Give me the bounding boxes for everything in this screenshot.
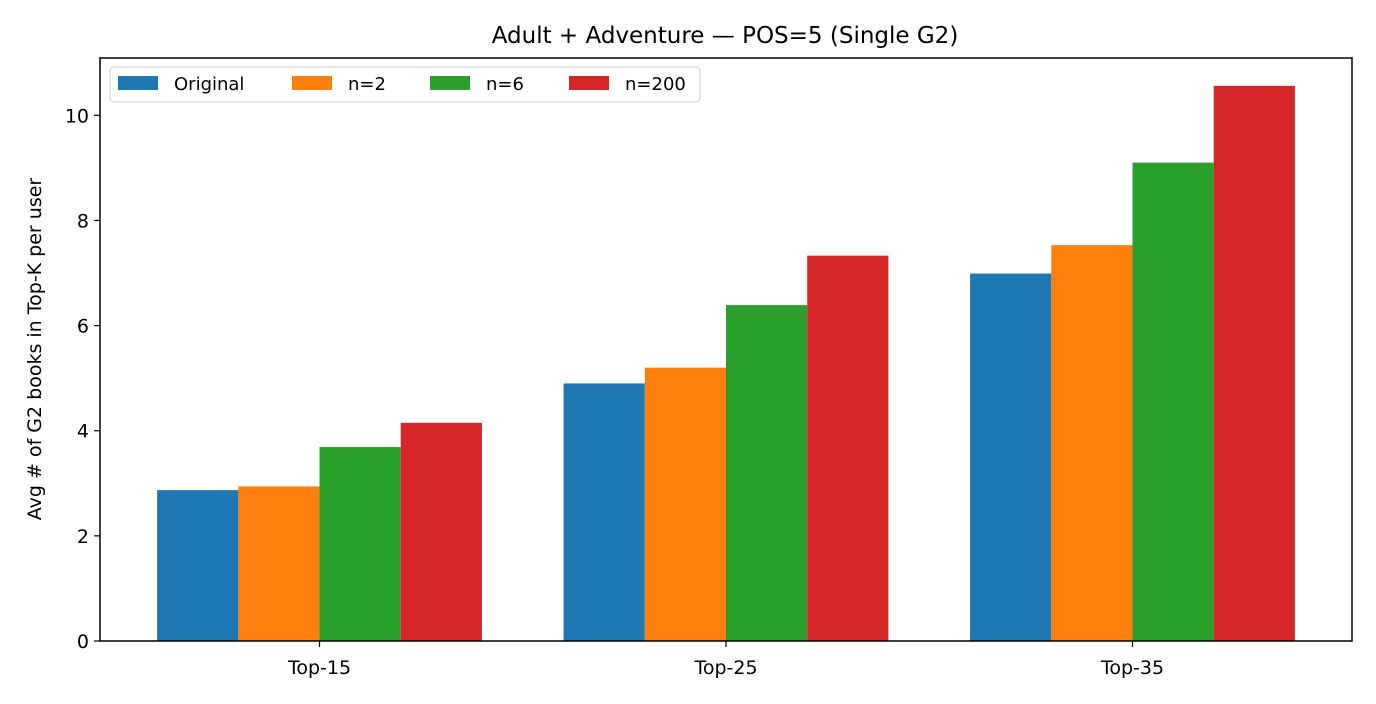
y-tick-label: 2	[77, 526, 89, 548]
bar-n6-top-25	[726, 305, 808, 641]
legend-label: n=200	[625, 74, 686, 95]
bar-n6-top-15	[319, 447, 401, 641]
legend-label: n=6	[486, 74, 524, 95]
bar-n200-top-15	[400, 422, 482, 641]
y-tick-label: 6	[77, 316, 89, 338]
legend-label: n=2	[348, 74, 386, 95]
legend-swatch	[292, 76, 332, 90]
bar-Original-top-15	[157, 490, 239, 641]
x-tick-label: Top-35	[1100, 657, 1164, 679]
chart-title: Adult + Adventure — POS=5 (Single G2)	[492, 23, 959, 49]
x-ticks: Top-15 Top-25 Top-35	[287, 641, 1164, 679]
legend-swatch	[569, 76, 609, 90]
bar-n200-top-25	[807, 255, 889, 641]
bar-Original-top-25	[563, 383, 645, 641]
bars-group	[157, 85, 1295, 641]
bar-n2-top-35	[1051, 245, 1133, 641]
y-tick-label: 0	[77, 631, 89, 653]
bar-n6-top-35	[1132, 162, 1214, 641]
y-axis-label: Avg # of G2 books in Top-K per user	[24, 178, 46, 521]
legend-box	[109, 66, 701, 103]
x-tick-label: Top-15	[287, 657, 351, 679]
y-tick-label: 10	[65, 105, 89, 127]
bar-n2-top-15	[238, 486, 320, 641]
bar-n200-top-35	[1213, 85, 1295, 641]
plot-frame	[99, 57, 1353, 642]
legend: Original n=2 n=6 n=200	[109, 66, 701, 103]
legend-swatch	[118, 76, 158, 90]
legend-label: Original	[174, 74, 244, 95]
legend-swatch	[430, 76, 470, 90]
y-ticks: 0 2 4 6 8 10	[65, 105, 100, 653]
y-tick-label: 8	[77, 210, 89, 232]
y-tick-label: 4	[77, 421, 89, 443]
bar-Original-top-35	[970, 273, 1052, 641]
x-tick-label: Top-25	[693, 657, 757, 679]
bar-n2-top-25	[644, 367, 726, 641]
